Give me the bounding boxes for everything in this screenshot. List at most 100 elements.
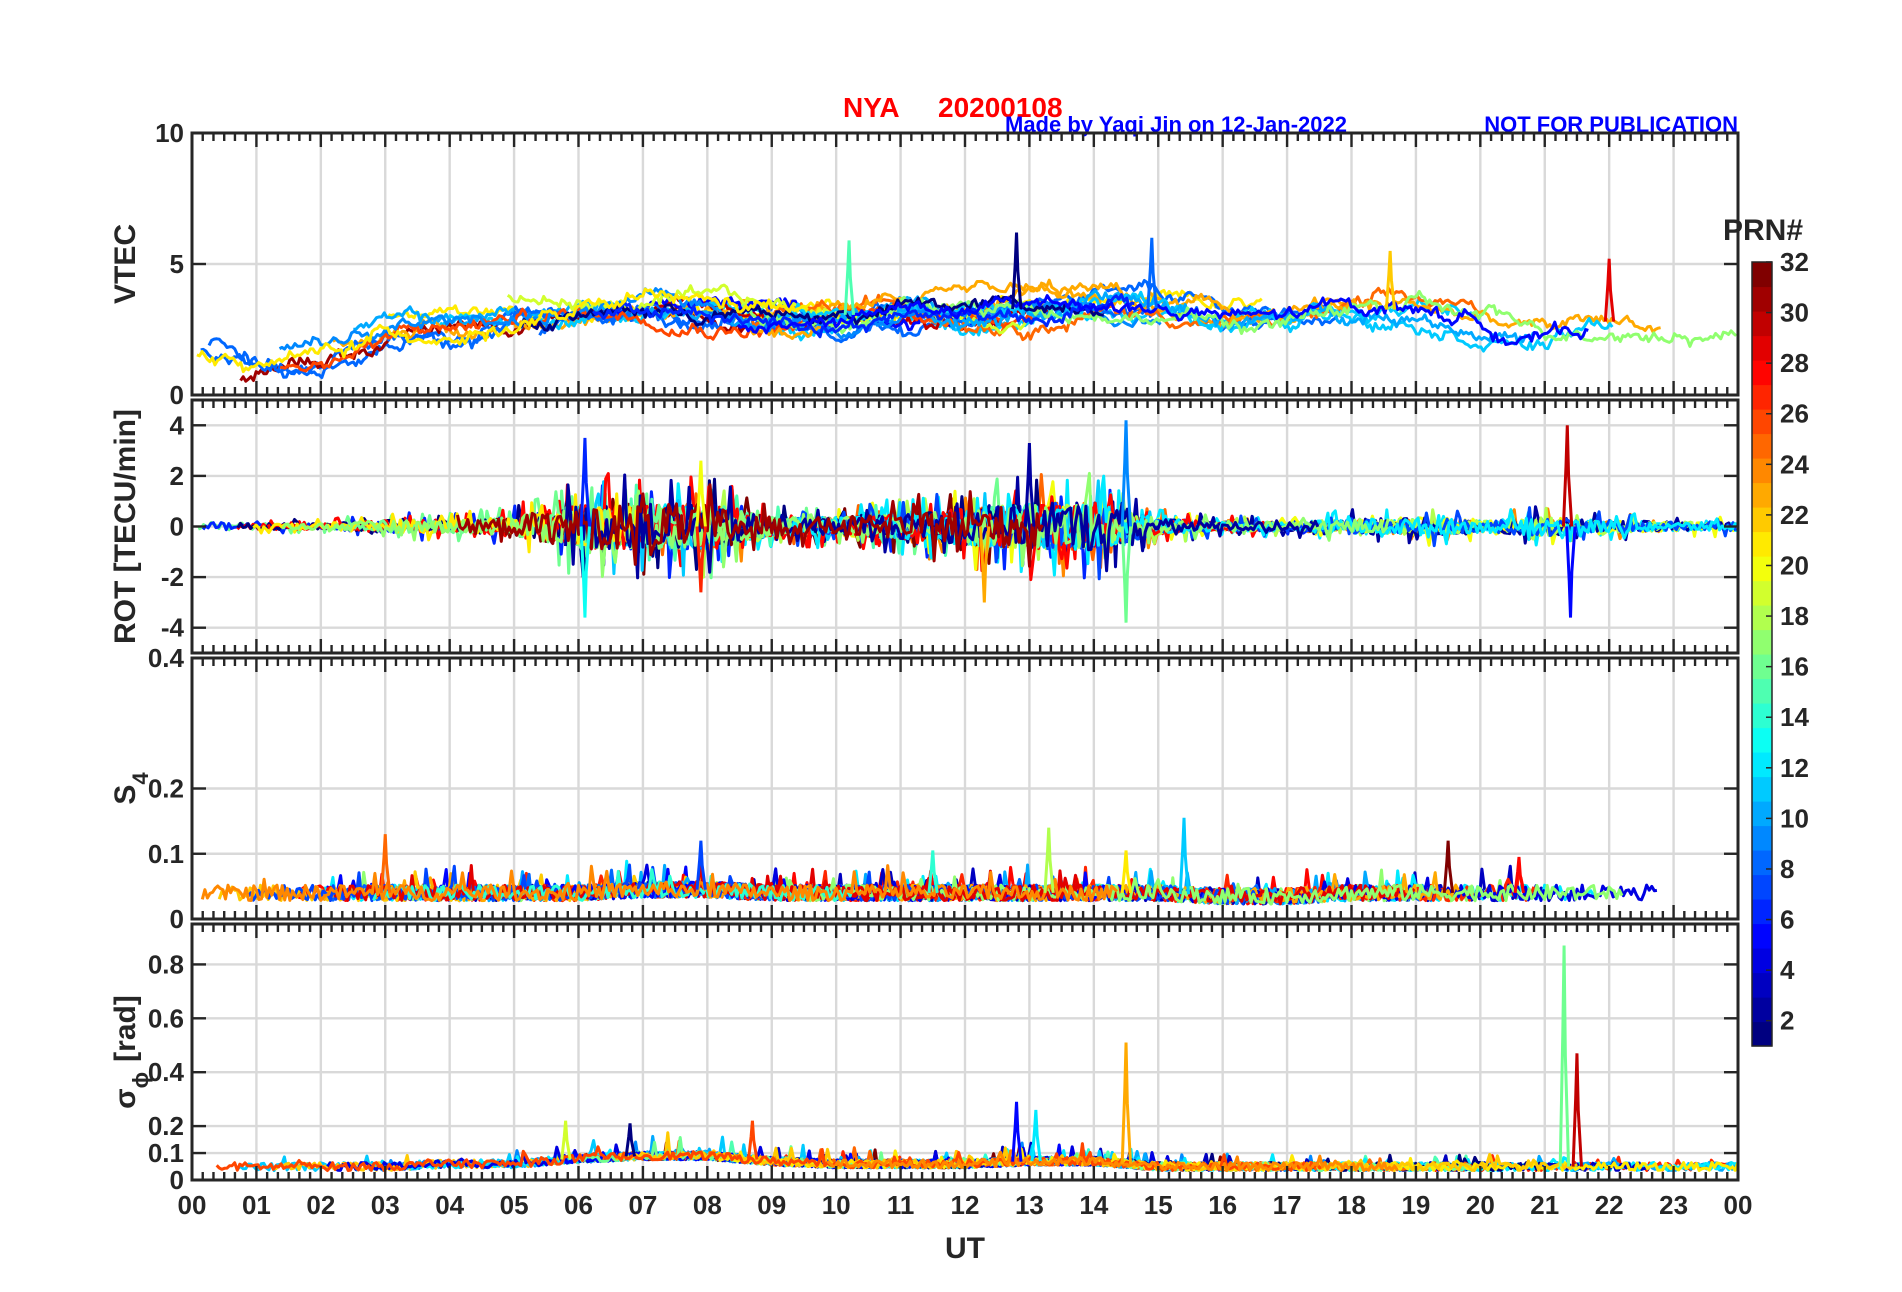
series-peak (1011, 232, 1023, 310)
colorbar-swatch (1752, 605, 1772, 631)
series-peak (978, 526, 991, 603)
colorbar-swatch (1752, 678, 1772, 704)
colorbar-swatch (1752, 801, 1772, 827)
series-peak (379, 834, 392, 894)
colorbar-swatch (1752, 580, 1772, 606)
colorbar-swatch (1752, 997, 1772, 1023)
colorbar-tick-label: 32 (1780, 247, 1809, 277)
series-peak (1030, 1109, 1042, 1162)
x-tick-label: 09 (757, 1190, 786, 1220)
y-tick-label: 0 (170, 904, 184, 934)
series-peak (1384, 250, 1397, 310)
y-ticks: 0 5 10 (155, 118, 1738, 410)
x-tick-label: 13 (1015, 1190, 1044, 1220)
x-tick-label: 12 (951, 1190, 980, 1220)
y-tick-label: 0.1 (148, 839, 184, 869)
y-tick-label: 0.8 (148, 949, 184, 979)
x-ticks (190, 400, 1740, 653)
colorbar-swatch (1752, 531, 1772, 557)
x-tick-label: 18 (1337, 1190, 1366, 1220)
colorbar-tick-label: 16 (1780, 652, 1809, 682)
series-peak (1558, 945, 1571, 1167)
x-tick-label: 20 (1466, 1190, 1495, 1220)
y-axis-label-subscript: ϕ (128, 1072, 153, 1089)
colorbar-swatch (1752, 948, 1772, 974)
colorbar-swatch (1752, 629, 1772, 655)
colorbar-swatch (1752, 433, 1772, 459)
colorbar-swatch (1752, 899, 1772, 925)
x-tick-labels: 00 01 02 03 04 05 06 07 08 09 10 11 12 13 14 15 16 17 18 19… (178, 1190, 1753, 1220)
series-line (592, 293, 1135, 339)
colorbar-tick-label: 14 (1780, 702, 1809, 732)
series-peak (579, 526, 591, 618)
x-tick-label: 10 (822, 1190, 851, 1220)
series-peak (695, 840, 707, 890)
colorbar-swatch (1752, 409, 1772, 435)
series-peak (1561, 425, 1574, 527)
series-line (826, 1149, 1399, 1173)
y-tick-label: 0.2 (148, 774, 184, 804)
colorbar-swatch (1752, 311, 1772, 337)
series-peak (579, 437, 591, 527)
x-tick-label: 23 (1659, 1190, 1688, 1220)
x-tick-label: 06 (564, 1190, 593, 1220)
colorbar-tick-label: 10 (1780, 803, 1809, 833)
colorbar-frame (1751, 261, 1773, 1047)
colorbar-swatch (1752, 458, 1772, 484)
y-tick-label: -2 (161, 562, 184, 592)
panel-series (200, 817, 1658, 906)
y-tick-label: 10 (155, 118, 184, 148)
colorbar-tick-label: 12 (1780, 753, 1809, 783)
x-tick-label: 11 (887, 1190, 915, 1220)
panel-vtec: 0 5 10 VTEC (109, 118, 1740, 410)
panel-rot: -4 -2 0 2 4 ROT [TECU/min] (109, 398, 1740, 655)
y-ticks: -4 -2 0 2 4 (161, 410, 1738, 643)
series-peak (1043, 827, 1055, 894)
colorbar-swatch (1752, 360, 1772, 386)
colorbar-swatch (1752, 556, 1772, 582)
x-tick-label: 02 (306, 1190, 335, 1220)
colorbar-swatch (1752, 384, 1772, 410)
y-ticks: 00.10.2 0.4 0.6 0.8 (148, 949, 1738, 1195)
colorbar-tick-label: 4 (1780, 955, 1795, 985)
colorbar-swatch (1752, 507, 1772, 533)
y-axis-label: VTEC (109, 224, 142, 304)
series-peak (1120, 420, 1133, 527)
series-peak (1178, 817, 1191, 895)
series-peak (1571, 1053, 1583, 1167)
series-peak (1146, 237, 1158, 309)
series-line (196, 287, 809, 374)
x-tick-label: 15 (1144, 1190, 1173, 1220)
x-ticks (190, 133, 1740, 395)
series-line (780, 875, 1624, 906)
colorbar-tick-label: 8 (1780, 854, 1794, 884)
y-tick-label: 0.4 (148, 643, 185, 673)
x-axis-label: UT (945, 1232, 985, 1265)
colorbar-swatch (1752, 972, 1772, 998)
x-tick-label: 19 (1401, 1190, 1430, 1220)
colorbar-tick-label: 2 (1780, 1006, 1794, 1036)
y-axis-label: ROT [TECU/min] (109, 409, 142, 644)
y-tick-label: 0.4 (148, 1057, 185, 1087)
panel-series (215, 945, 1738, 1173)
y-tick-label: 4 (170, 410, 185, 440)
series-peak (624, 1123, 637, 1157)
panel-s4: 00.10.20.4S4 (109, 643, 1740, 934)
series-line (456, 483, 1044, 568)
x-tick-label: 05 (500, 1190, 529, 1220)
colorbar-swatch (1752, 727, 1772, 753)
colorbar-swatch (1752, 1021, 1772, 1047)
series-peak (1011, 1101, 1023, 1162)
series-line (736, 294, 1589, 346)
x-tick-label: 16 (1208, 1190, 1237, 1220)
panel-series (197, 420, 1738, 623)
series-peak (1024, 442, 1036, 527)
series-peak (1120, 526, 1133, 623)
panel-series (196, 232, 1738, 383)
series-peak (1442, 840, 1455, 894)
series-peak (1565, 526, 1577, 618)
x-tick-label: 08 (693, 1190, 722, 1220)
x-tick-label: 03 (371, 1190, 400, 1220)
